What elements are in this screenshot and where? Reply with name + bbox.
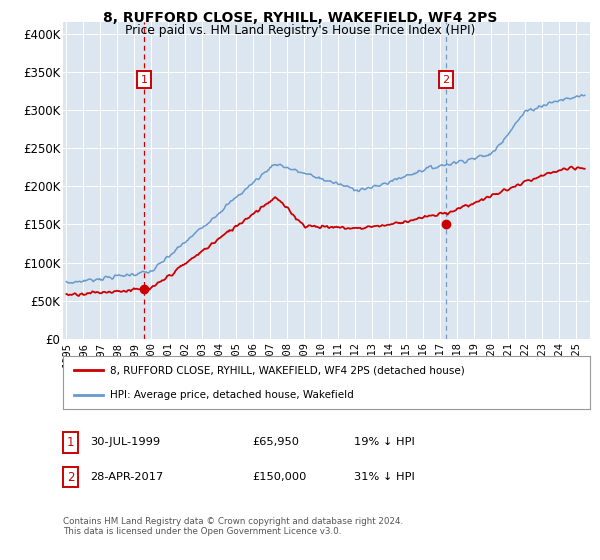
Text: 28-APR-2017: 28-APR-2017: [90, 472, 163, 482]
Text: 1: 1: [141, 74, 148, 85]
Text: Contains HM Land Registry data © Crown copyright and database right 2024.
This d: Contains HM Land Registry data © Crown c…: [63, 517, 403, 536]
Text: 19% ↓ HPI: 19% ↓ HPI: [354, 437, 415, 447]
Text: £65,950: £65,950: [252, 437, 299, 447]
Text: 1: 1: [67, 436, 74, 449]
Text: Price paid vs. HM Land Registry's House Price Index (HPI): Price paid vs. HM Land Registry's House …: [125, 24, 475, 36]
Text: 8, RUFFORD CLOSE, RYHILL, WAKEFIELD, WF4 2PS (detached house): 8, RUFFORD CLOSE, RYHILL, WAKEFIELD, WF4…: [110, 366, 465, 376]
Text: 30-JUL-1999: 30-JUL-1999: [90, 437, 160, 447]
Text: 2: 2: [67, 470, 74, 484]
Text: £150,000: £150,000: [252, 472, 307, 482]
Text: 8, RUFFORD CLOSE, RYHILL, WAKEFIELD, WF4 2PS: 8, RUFFORD CLOSE, RYHILL, WAKEFIELD, WF4…: [103, 11, 497, 25]
Text: 2: 2: [442, 74, 449, 85]
Text: HPI: Average price, detached house, Wakefield: HPI: Average price, detached house, Wake…: [110, 390, 354, 400]
Text: 31% ↓ HPI: 31% ↓ HPI: [354, 472, 415, 482]
